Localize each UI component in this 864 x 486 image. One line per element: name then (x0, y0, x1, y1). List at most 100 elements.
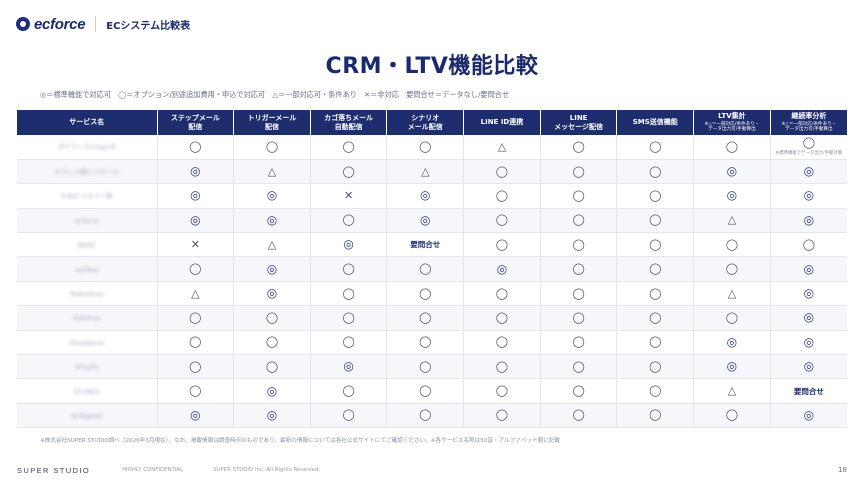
table-row: カラレス株にパスール ◎ △ ◯ △ ◯ ◯ ◯ ◎ ◎ (17, 159, 847, 185)
rating-cell: ◯ (463, 354, 541, 380)
column-header-label: カゴ落ちメール 自動配信 (324, 113, 374, 131)
circle-icon: ◯ (649, 213, 662, 227)
rating-cell: ◎ (770, 183, 847, 209)
circle-icon: ◯ (342, 262, 355, 276)
circle-icon: ◯ (342, 408, 355, 422)
rating-cell: ◎ (693, 354, 771, 380)
rating-cell: ◎ (693, 159, 771, 185)
rating-cell: ◎ (233, 208, 311, 234)
circle-icon: ◯ (725, 310, 739, 324)
triangle-icon: △ (191, 286, 200, 300)
rating-cell: △ (233, 159, 311, 185)
rating-cell: ◯ (157, 256, 235, 282)
double-circle-icon: ◎ (803, 310, 815, 325)
circle-icon: ◯ (572, 164, 585, 178)
circle-icon: ◯ (495, 359, 509, 373)
circle-icon: ◯ (419, 286, 432, 300)
column-header: トリガーメール 配信 (233, 110, 311, 135)
table-row: W-Repeat ◎ ◎ ◯ ◯ ◯ ◯ ◯ ◯ ◎ (17, 403, 847, 429)
double-circle-icon: ◎ (496, 261, 508, 276)
rating-cell: ◯ (540, 403, 618, 429)
circle-icon: ◯ (419, 384, 432, 398)
double-circle-icon: ◎ (190, 212, 201, 227)
circle-icon: ◯ (419, 335, 432, 349)
rating-cell: 要問合せ (386, 232, 465, 258)
rating-cell: ◯ (540, 135, 618, 160)
circle-icon: ◯ (342, 335, 355, 349)
double-circle-icon: ◎ (266, 212, 278, 227)
double-circle-icon: ◎ (803, 212, 815, 227)
column-header: 継続率分析 ※△＝一部対応/条件あり・ データ出力可/手動算出 (770, 110, 847, 135)
rating-cell: ✕ (157, 232, 235, 258)
column-header-label: トリガーメール 配信 (247, 113, 297, 131)
double-circle-icon: ◎ (803, 188, 815, 203)
rating-cell: ◯ (616, 354, 695, 380)
column-header: サービス名 (17, 110, 158, 135)
rating-cell: ◎ (770, 159, 847, 185)
service-name: たぬとつるつー商 (61, 192, 113, 201)
cell-note: ※標準機能でデータ出力/手動計算 (775, 151, 843, 157)
rating-cell: ◎ (157, 183, 235, 209)
rating-cell: 要問合せ (770, 378, 847, 404)
circle-icon: ◯ (419, 359, 432, 373)
circle-icon: ◯ (649, 335, 662, 349)
column-header: シナリオ メール配信 (386, 110, 465, 135)
rating-cell: ◎ (157, 403, 235, 429)
footer-confidential: HIGHLY CONFIDENTIAL (122, 467, 184, 473)
column-header-label: 継続率分析 (791, 112, 827, 121)
column-header-note: ※△＝一部対応/条件あり・ データ出力可/手動算出 (704, 121, 760, 133)
header-divider (95, 16, 97, 32)
circle-icon: ◯ (342, 310, 355, 324)
rating-cell: ◯ (463, 330, 541, 356)
footer: SUPER STUDIO HIGHLY CONFIDENTIAL SUPER S… (17, 464, 847, 476)
circle-icon: ◯ (572, 286, 585, 300)
circle-icon: ◯ (649, 384, 662, 398)
cross-icon: ✕ (344, 188, 354, 202)
column-header-label: LTV集計 (718, 112, 746, 121)
page-number: 18 (838, 466, 847, 474)
circle-icon: ◯ (725, 237, 739, 251)
rating-cell: ◯ (463, 232, 541, 258)
circle-icon: ◯ (495, 408, 509, 422)
circle-icon: ◯ (189, 359, 202, 373)
circle-icon: ◯ (495, 164, 509, 178)
service-name-cell: BASE (17, 232, 158, 258)
double-circle-icon: ◎ (190, 188, 201, 203)
circle-icon: ◯ (572, 188, 585, 202)
circle-icon: ◯ (495, 310, 509, 324)
rating-cell: ◎ (770, 354, 847, 380)
service-name: BASE (78, 241, 96, 250)
circle-icon: ◯ (572, 262, 585, 276)
circle-icon: ◯ (265, 310, 279, 324)
rating-cell: ◯ (386, 305, 465, 331)
rating-cell: ◯ (616, 378, 695, 404)
rating-cell: ◯ (463, 281, 541, 307)
circle-icon: ◯ (725, 408, 739, 422)
service-name: eshfeel (74, 265, 99, 274)
column-header-label: サービス名 (69, 118, 105, 127)
double-circle-icon: ◎ (420, 212, 431, 227)
double-circle-icon: ◎ (726, 188, 738, 203)
triangle-icon: △ (421, 164, 430, 178)
table-row: Aidishop ◯ ◯ ◯ ◯ ◯ ◯ ◯ ◯ ◎ (17, 305, 847, 331)
column-header-label: SMS送信機能 (632, 118, 678, 127)
service-name-cell: たぬとつるつー商 (17, 183, 158, 209)
rating-cell: ◯ (386, 330, 465, 356)
table-row: ShopServe ◯ ◯ ◯ ◯ ◯ ◯ ◯ ◎ ◎ (17, 330, 847, 356)
double-circle-icon: ◎ (266, 407, 278, 422)
rating-cell: ◯ (616, 159, 695, 185)
rating-cell: ◯ (157, 330, 235, 356)
double-circle-icon: ◎ (803, 334, 815, 349)
legend: ◎＝標準機能で対応可 ◯＝オプション/別途追加費用・申込で対応可 △＝一部対応可… (40, 90, 510, 99)
rating-cell: ◎ (463, 256, 541, 282)
double-circle-icon: ◎ (803, 359, 815, 374)
rating-cell: ◎ (157, 208, 235, 234)
circle-icon: ◯ (649, 408, 662, 422)
service-name: STORES (73, 387, 100, 396)
circle-icon: ◯ (495, 335, 509, 349)
triangle-icon: △ (497, 139, 507, 153)
logo-text: ecforce (34, 15, 86, 33)
column-header-label: LINE メッセージ配信 (554, 113, 604, 131)
rating-cell: ◯ (616, 183, 695, 209)
cross-icon: ✕ (190, 237, 200, 251)
